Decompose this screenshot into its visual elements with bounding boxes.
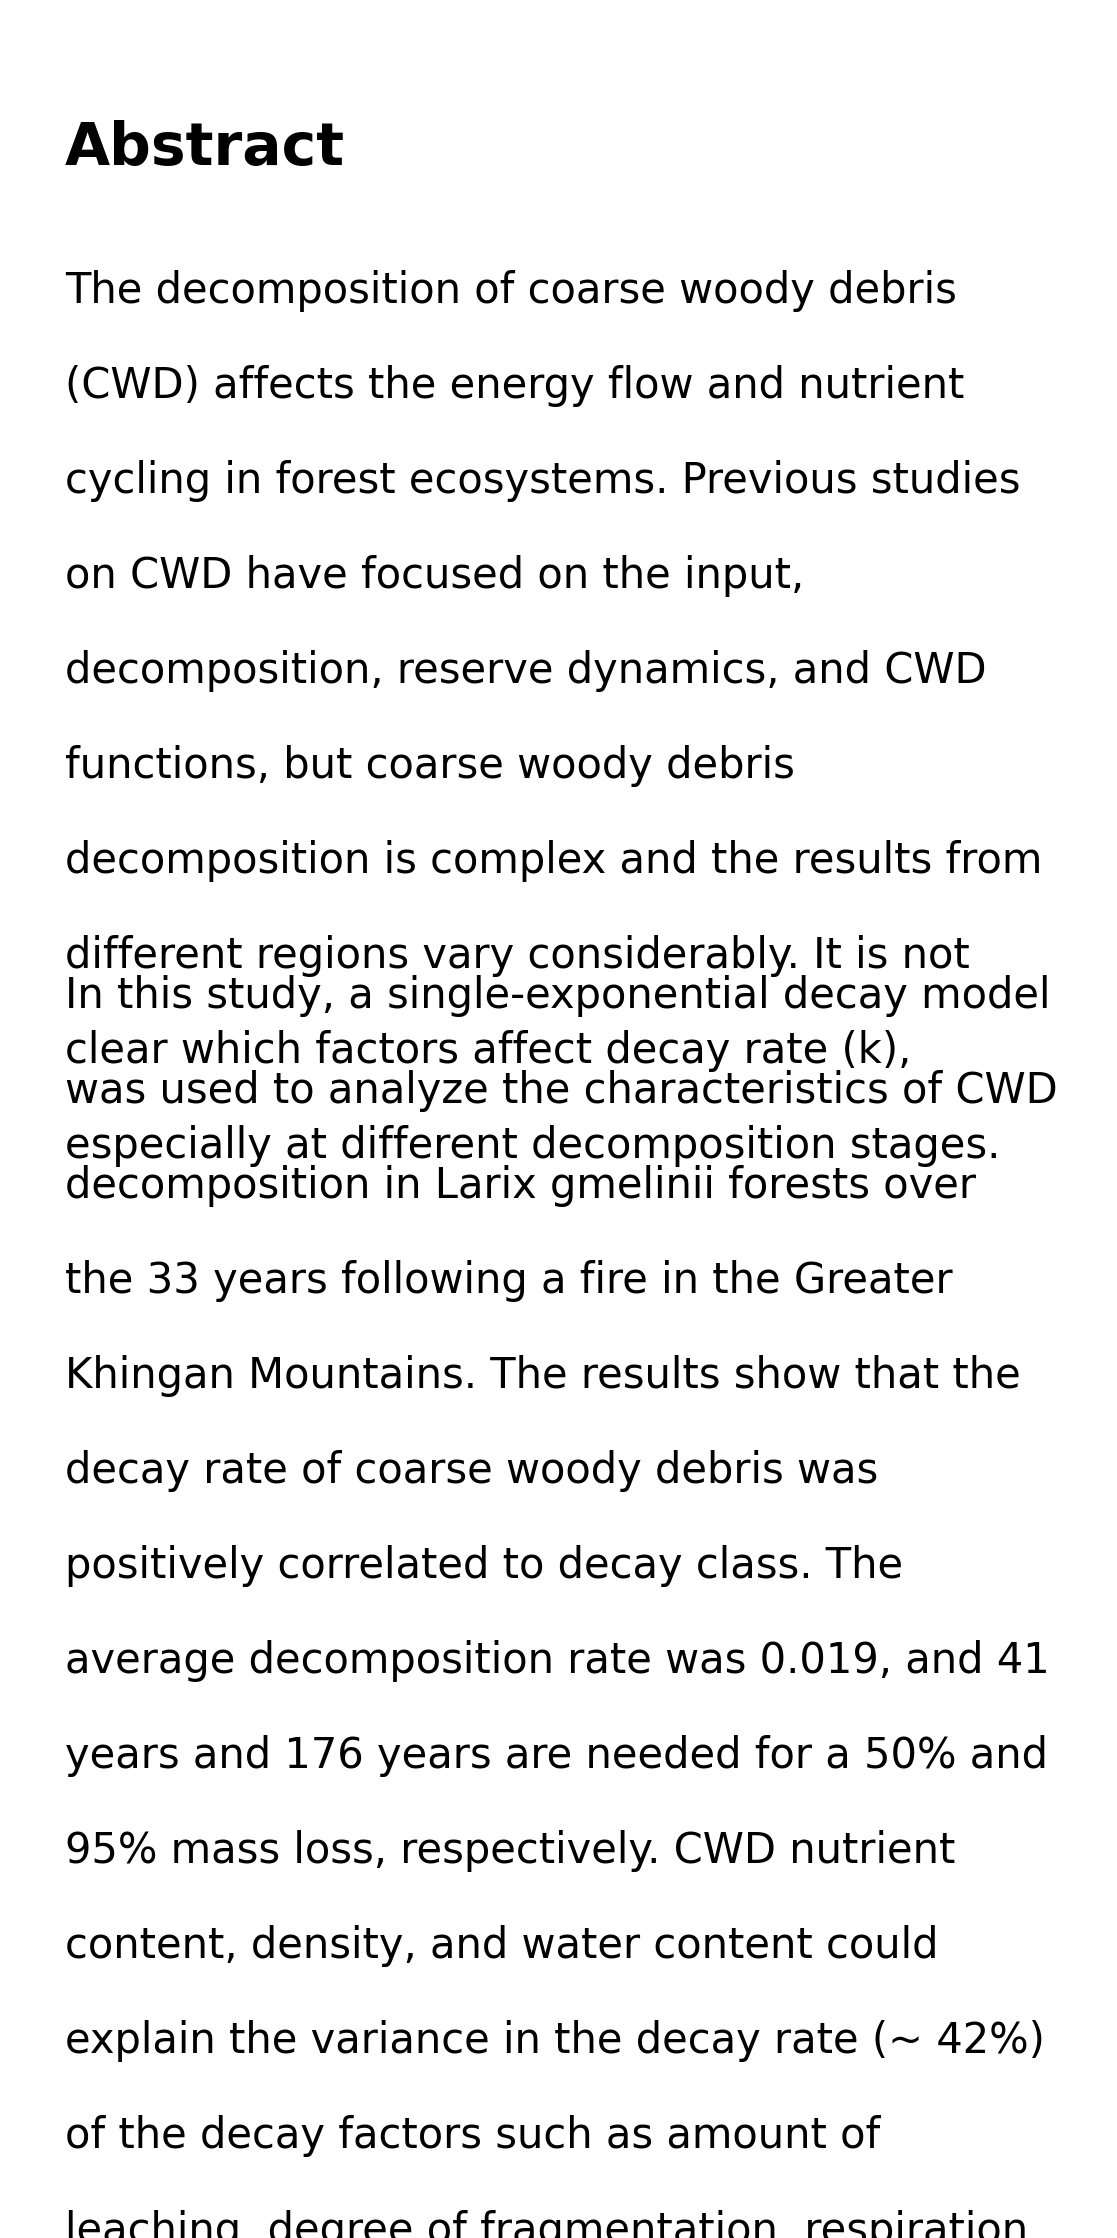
- Text: (CWD) affects the energy flow and nutrient: (CWD) affects the energy flow and nutrie…: [65, 365, 964, 407]
- Text: average decomposition rate was 0.019, and 41: average decomposition rate was 0.019, an…: [65, 1640, 1050, 1683]
- Text: In this study, a single-exponential decay model: In this study, a single-exponential deca…: [65, 976, 1050, 1016]
- Text: Abstract: Abstract: [65, 121, 345, 177]
- Text: the 33 years following a fire in the Greater: the 33 years following a fire in the Gre…: [65, 1260, 953, 1303]
- Text: was used to analyze the characteristics of CWD: was used to analyze the characteristics …: [65, 1070, 1058, 1112]
- Text: decomposition, reserve dynamics, and CWD: decomposition, reserve dynamics, and CWD: [65, 649, 986, 692]
- Text: decomposition in Larix gmelinii forests over: decomposition in Larix gmelinii forests …: [65, 1166, 976, 1206]
- Text: different regions vary considerably. It is not: different regions vary considerably. It …: [65, 935, 970, 978]
- Text: explain the variance in the decay rate (~ 42%): explain the variance in the decay rate (…: [65, 2021, 1044, 2061]
- Text: leaching, degree of fragmentation, respiration: leaching, degree of fragmentation, respi…: [65, 2209, 1028, 2238]
- Text: Khingan Mountains. The results show that the: Khingan Mountains. The results show that…: [65, 1354, 1021, 1397]
- Text: content, density, and water content could: content, density, and water content coul…: [65, 1925, 938, 1967]
- Text: positively correlated to decay class. The: positively correlated to decay class. Th…: [65, 1544, 904, 1587]
- Text: functions, but coarse woody debris: functions, but coarse woody debris: [65, 745, 795, 788]
- Text: of the decay factors such as amount of: of the decay factors such as amount of: [65, 2115, 880, 2157]
- Text: cycling in forest ecosystems. Previous studies: cycling in forest ecosystems. Previous s…: [65, 461, 1021, 501]
- Text: years and 176 years are needed for a 50% and: years and 176 years are needed for a 50%…: [65, 1734, 1048, 1777]
- Text: 95% mass loss, respectively. CWD nutrient: 95% mass loss, respectively. CWD nutrien…: [65, 1831, 955, 1871]
- Text: on CWD have focused on the input,: on CWD have focused on the input,: [65, 555, 804, 598]
- Text: The decomposition of coarse woody debris: The decomposition of coarse woody debris: [65, 271, 957, 311]
- Text: decomposition is complex and the results from: decomposition is complex and the results…: [65, 839, 1042, 882]
- Text: decay rate of coarse woody debris was: decay rate of coarse woody debris was: [65, 1450, 878, 1493]
- Text: especially at different decomposition stages.: especially at different decomposition st…: [65, 1126, 1001, 1166]
- Text: clear which factors affect decay rate (k),: clear which factors affect decay rate (k…: [65, 1029, 911, 1072]
